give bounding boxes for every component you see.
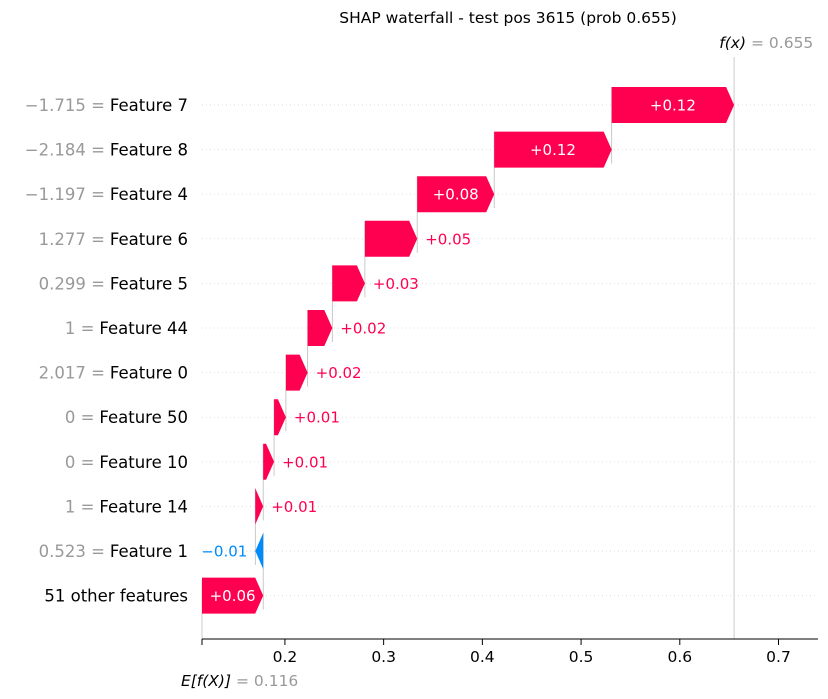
- ex-value: = 0.116: [236, 672, 298, 690]
- feature-name-label: Feature 44: [99, 319, 188, 338]
- feature-value-label: 0 =: [65, 453, 95, 472]
- x-tick-label: 0.2: [273, 648, 298, 666]
- fx-value: = 0.655: [751, 34, 813, 52]
- bar-value-label: +0.01: [282, 453, 328, 471]
- waterfall-bar: [202, 577, 264, 614]
- bar-value-label: +0.01: [294, 409, 340, 427]
- fx-label: f(x): [719, 34, 746, 52]
- bar-value-label: +0.02: [340, 320, 386, 338]
- waterfall-bar: [285, 354, 308, 391]
- waterfall-bar: [274, 399, 286, 436]
- waterfall-bar: [307, 310, 333, 346]
- feature-value-label: 0 =: [65, 408, 95, 427]
- chart-title: SHAP waterfall - test pos 3615 (prob 0.6…: [339, 9, 677, 27]
- waterfall-bar: [263, 443, 275, 480]
- waterfall-bar: [611, 87, 735, 123]
- feature-name-label: Feature 6: [110, 230, 188, 249]
- waterfall-bar: [255, 533, 264, 569]
- waterfall-bar: [332, 265, 365, 302]
- feature-value-label: −2.184 =: [25, 141, 105, 160]
- bar-value-label: +0.01: [271, 498, 317, 516]
- feature-value-label: 1.277 =: [39, 230, 105, 249]
- feature-value-label: 0.299 =: [39, 274, 105, 293]
- feature-name-label: Feature 7: [110, 96, 188, 115]
- feature-name-label: Feature 50: [99, 408, 188, 427]
- feature-value-label: −1.197 =: [25, 185, 105, 204]
- feature-name-label: Feature 1: [110, 542, 188, 561]
- expected-value-annotation: E[f(X)] = 0.116: [181, 672, 298, 690]
- waterfall-bar: [494, 131, 612, 168]
- ex-label: E[f(X)]: [181, 672, 231, 690]
- bar-value-label: +0.12: [650, 97, 696, 115]
- bar-value-label: +0.08: [433, 186, 479, 204]
- waterfall-bar: [417, 176, 495, 213]
- waterfall-bar: [364, 220, 418, 257]
- x-tick-label: 0.5: [569, 648, 594, 666]
- feature-name-label: Feature 4: [110, 185, 188, 204]
- x-tick-label: 0.4: [470, 648, 495, 666]
- feature-name-label: Feature 5: [110, 274, 188, 293]
- feature-value-label: 0.523 =: [39, 542, 105, 561]
- fx-annotation: f(x) = 0.655: [719, 34, 813, 52]
- feature-value-label: −1.715 =: [25, 96, 105, 115]
- bar-value-label: −0.01: [201, 543, 247, 561]
- bar-value-label: +0.03: [373, 275, 419, 293]
- feature-name-label: Feature 0: [110, 364, 188, 383]
- bar-value-label: +0.06: [210, 587, 256, 605]
- feature-name-label: Feature 10: [99, 453, 188, 472]
- feature-value-label: 2.017 =: [39, 364, 105, 383]
- x-tick-label: 0.6: [667, 648, 692, 666]
- bar-value-label: +0.05: [425, 230, 471, 248]
- feature-value-label: 1 =: [65, 319, 95, 338]
- x-tick-label: 0.3: [371, 648, 396, 666]
- feature-value-label: 1 =: [65, 497, 95, 516]
- feature-name-label: Feature 14: [99, 497, 188, 516]
- x-tick-label: 0.7: [766, 648, 791, 666]
- feature-name-label: 51 other features: [44, 587, 188, 606]
- feature-name-label: Feature 8: [110, 141, 188, 160]
- bar-value-label: +0.02: [316, 364, 362, 382]
- bar-value-label: +0.12: [530, 141, 576, 159]
- waterfall-bar: [255, 488, 264, 525]
